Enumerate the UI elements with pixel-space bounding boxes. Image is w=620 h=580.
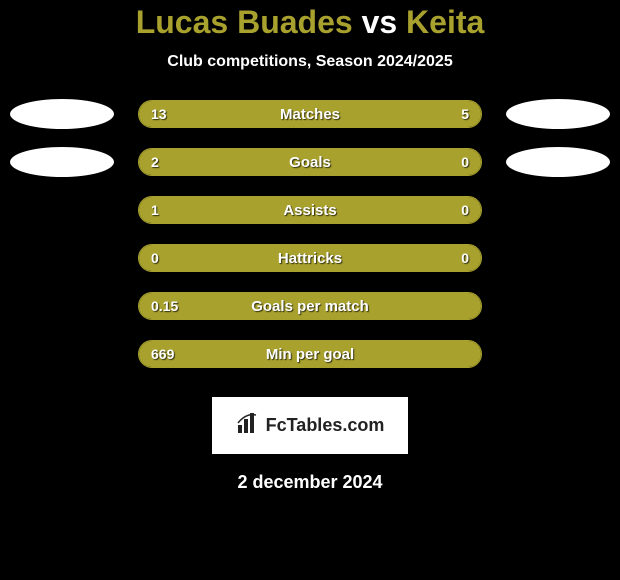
stat-value-left: 1 [151, 202, 159, 218]
stat-value-left: 0.15 [151, 298, 178, 314]
stat-label: Goals [289, 154, 331, 171]
stats-rows: 13 5 Matches 2 0 Goals 1 0 Assists 0 0 Hattricks 0.1… [0, 99, 620, 369]
bar-fill-right [406, 149, 481, 175]
vs-label: vs [362, 4, 398, 40]
stat-row: 2 0 Goals [0, 147, 620, 177]
player1-marker [10, 147, 114, 177]
stat-label: Matches [280, 106, 340, 123]
bar-fill-right [406, 197, 481, 223]
player1-name: Lucas Buades [136, 4, 353, 40]
bar-fill-left [139, 149, 406, 175]
stat-value-right: 5 [461, 106, 469, 122]
stat-value-right: 0 [461, 202, 469, 218]
stat-value-left: 2 [151, 154, 159, 170]
source-badge[interactable]: FcTables.com [212, 397, 409, 454]
subtitle: Club competitions, Season 2024/2025 [167, 53, 452, 71]
stat-row: 0 0 Hattricks [0, 243, 620, 273]
comparison-card: Lucas Buades vs Keita Club competitions,… [0, 0, 620, 580]
player1-marker [10, 99, 114, 129]
stat-value-left: 0 [151, 250, 159, 266]
stat-label: Assists [283, 202, 336, 219]
stat-value-right: 0 [461, 154, 469, 170]
bar-fill-left [139, 101, 378, 127]
stat-row: 1 0 Assists [0, 195, 620, 225]
stat-label: Hattricks [278, 250, 342, 267]
stat-row: 669 Min per goal [0, 339, 620, 369]
stat-bar: 13 5 Matches [138, 100, 482, 128]
stat-bar: 0.15 Goals per match [138, 292, 482, 320]
stat-bar: 1 0 Assists [138, 196, 482, 224]
stat-value-right: 0 [461, 250, 469, 266]
bar-fill-left [139, 245, 406, 271]
badge-text: FcTables.com [266, 415, 385, 436]
player2-name: Keita [406, 4, 484, 40]
date-label: 2 december 2024 [237, 472, 382, 493]
stat-value-left: 669 [151, 346, 174, 362]
stat-row: 13 5 Matches [0, 99, 620, 129]
stat-value-left: 13 [151, 106, 167, 122]
player2-marker [506, 99, 610, 129]
stat-row: 0.15 Goals per match [0, 291, 620, 321]
stat-bar: 2 0 Goals [138, 148, 482, 176]
comparison-title: Lucas Buades vs Keita [136, 4, 485, 41]
stat-label: Min per goal [266, 346, 354, 363]
bar-fill-left [139, 197, 406, 223]
bars-icon [236, 411, 260, 440]
bar-fill-right [406, 245, 481, 271]
stat-label: Goals per match [251, 298, 369, 315]
stat-bar: 0 0 Hattricks [138, 244, 482, 272]
stat-bar: 669 Min per goal [138, 340, 482, 368]
player2-marker [506, 147, 610, 177]
